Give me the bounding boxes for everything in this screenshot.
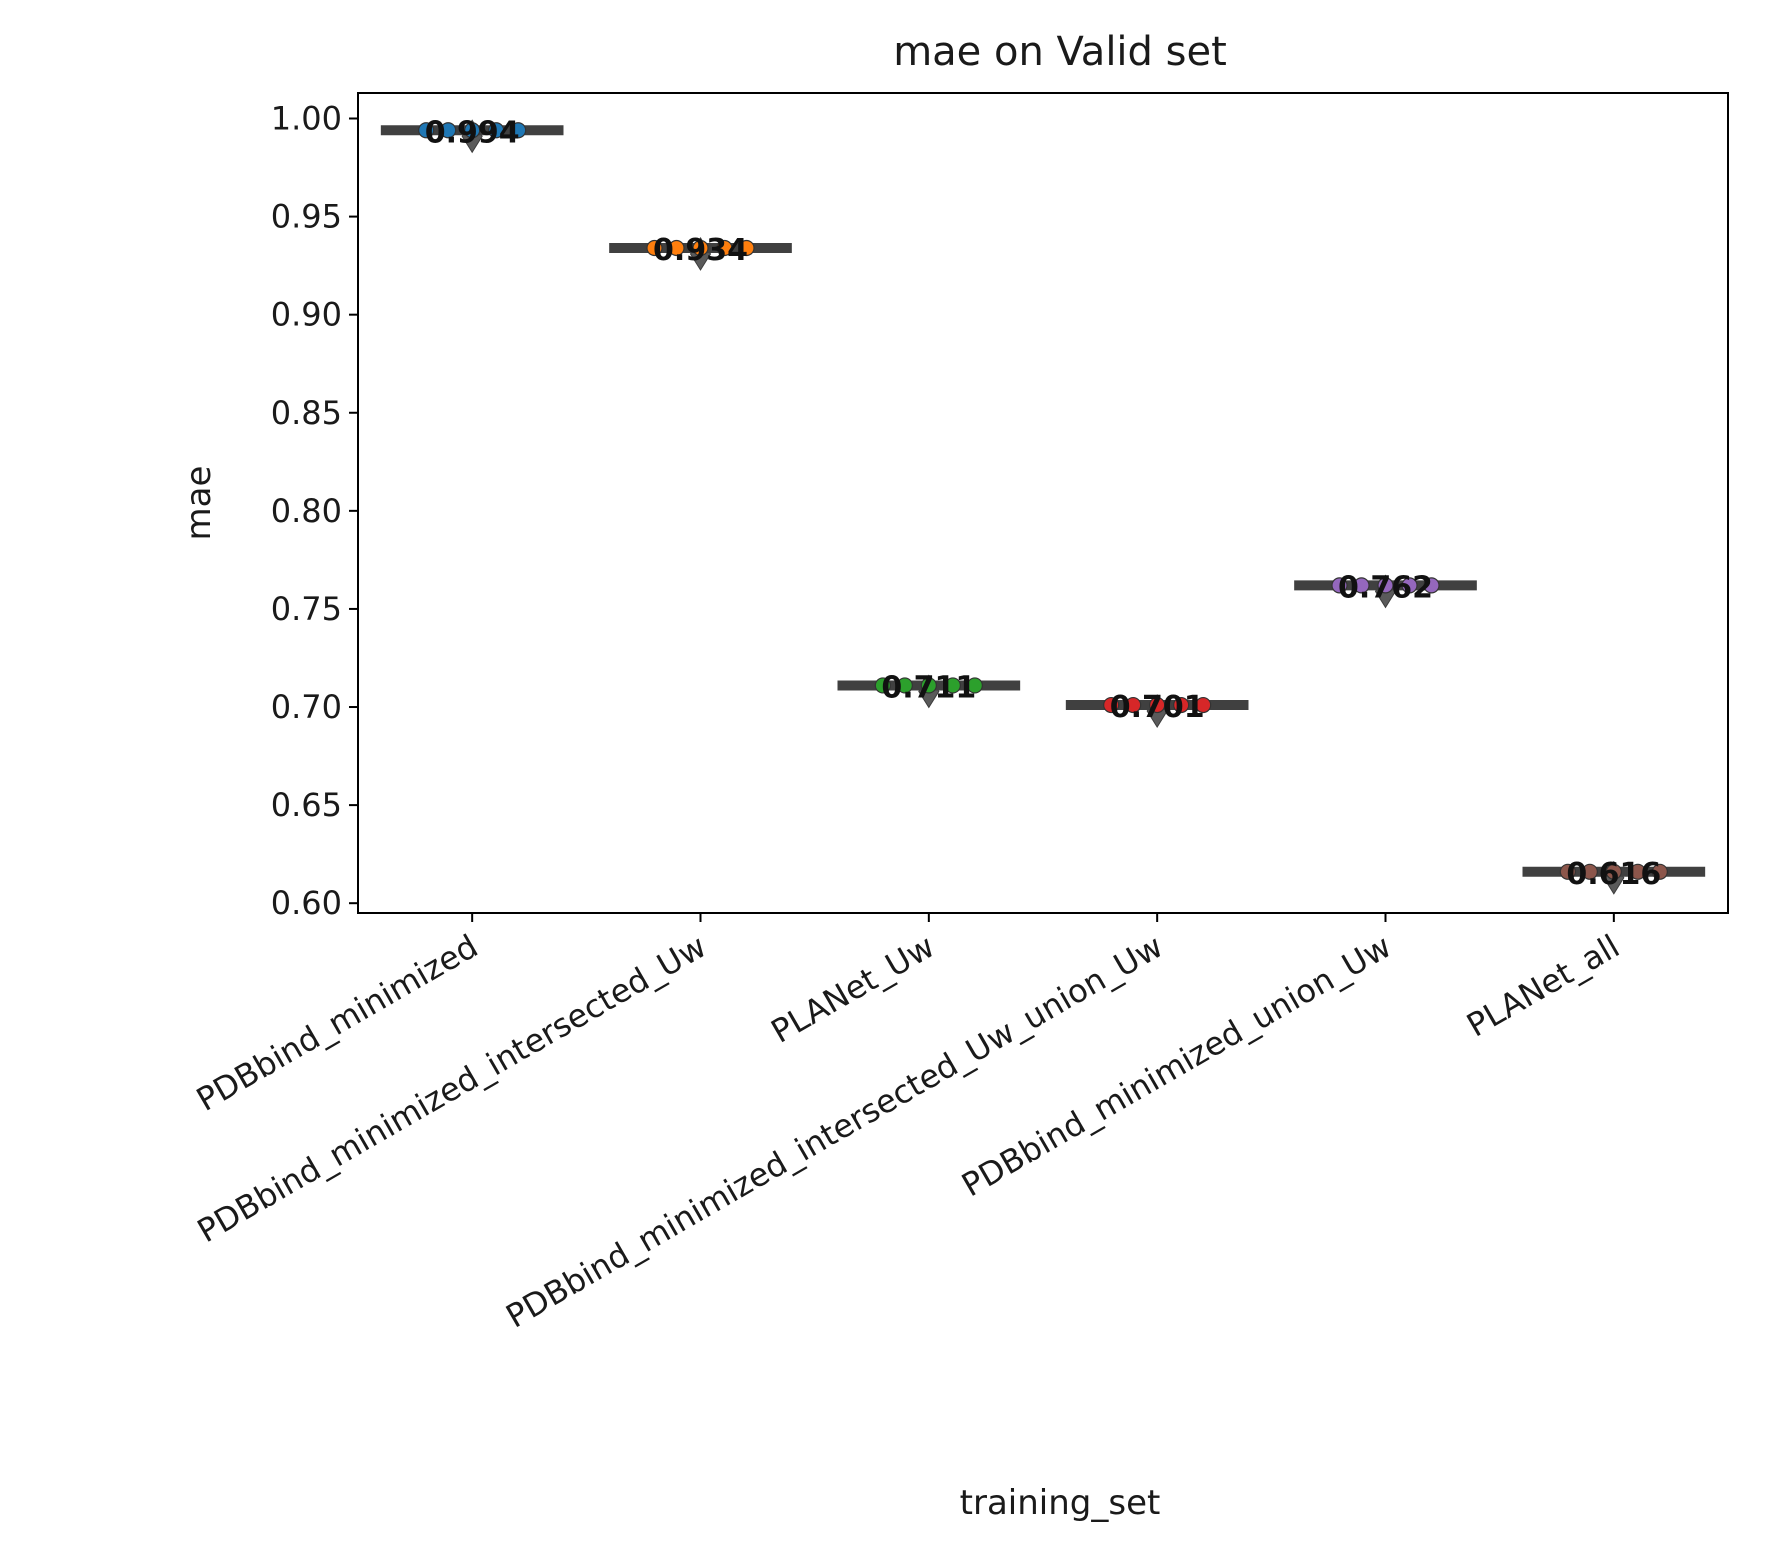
data-point [716,239,733,257]
y-tick-label: 0.65 [271,786,342,824]
y-tick-label: 1.00 [271,100,342,138]
data-point [1401,577,1418,594]
x-tick-label: PLANet_Uw [765,927,941,1051]
data-point [510,122,527,139]
axes-frame [357,92,1729,914]
data-point [1377,577,1394,594]
data-point [1423,577,1440,594]
data-point [1331,577,1348,594]
data-point [1173,696,1190,714]
value-label: 0.616 [1566,857,1661,892]
plot-area: 0.994 0.934 0.711 0.701 0.762 0.616 [380,115,1706,895]
y-tick-label: 0.75 [271,590,342,628]
value-label: 0.934 [653,233,748,268]
x-axis-label: training_set [960,1483,1161,1523]
y-tick-label: 0.90 [271,296,342,334]
y-tick-label: 0.70 [271,688,342,726]
data-point [1353,577,1370,594]
data-point [738,239,755,257]
x-tick-label: PDBbind_minimized_union_Uw [955,927,1397,1204]
x-tick-label: PLANet_all [1460,927,1626,1045]
data-point [920,677,937,694]
data-point [1651,863,1668,880]
data-point [874,677,891,694]
data-point [966,677,983,694]
value-label: 0.762 [1338,570,1433,605]
x-axis: PDBbind_minimizedPDBbind_minimized_inter… [190,913,1626,1336]
value-label: 0.701 [1110,690,1205,725]
y-tick-label: 0.85 [271,394,342,432]
y-axis: 0.60 0.65 0.70 0.75 0.80 0.85 0.90 0.95 1.00 [271,100,358,922]
data-point [944,677,961,694]
data-point [1629,863,1646,880]
data-point [1195,696,1212,714]
data-point [1581,863,1598,880]
y-tick-label: 0.95 [271,198,342,236]
chart-title: mae on Valid set [893,29,1227,75]
data-point [1125,696,1142,714]
y-axis-label: mae [179,466,219,541]
y-tick-label: 0.60 [271,884,342,922]
data-point [1559,863,1576,880]
value-label: 0.994 [425,115,520,150]
data-point [464,122,481,139]
data-point [896,677,913,694]
data-point [1103,696,1120,714]
data-point [692,239,709,257]
data-point [440,122,457,139]
data-point [1605,863,1622,880]
data-point [1149,696,1166,714]
data-point [418,122,435,139]
value-label: 0.711 [881,670,976,705]
data-point [488,122,505,139]
data-point [646,239,663,257]
data-point [668,239,685,257]
y-tick-label: 0.80 [271,492,342,530]
